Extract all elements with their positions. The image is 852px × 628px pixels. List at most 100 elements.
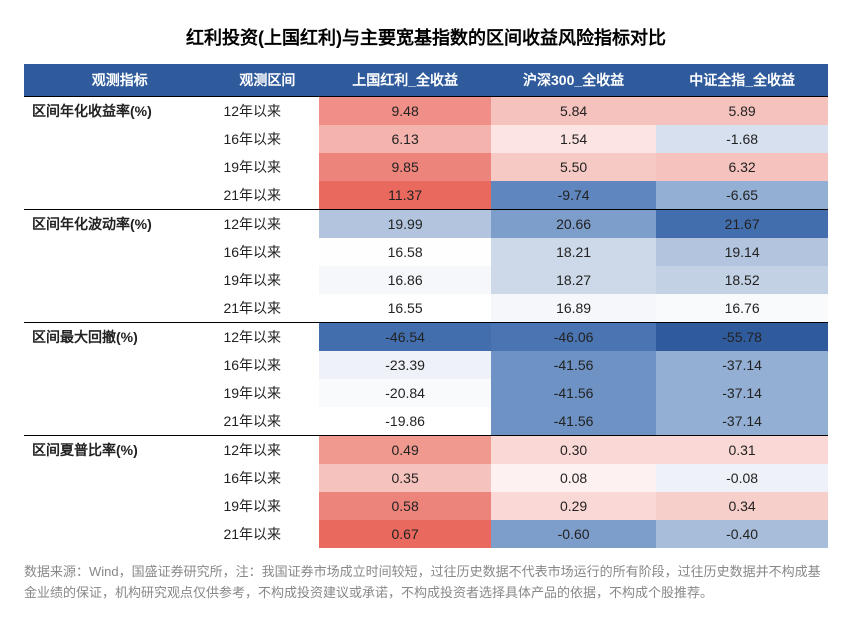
- table-row: 区间年化波动率(%)12年以来19.9920.6621.67: [24, 210, 828, 239]
- value-cell: 19.99: [319, 210, 491, 239]
- metric-label: [24, 294, 215, 323]
- period-label: 12年以来: [215, 210, 319, 239]
- period-label: 16年以来: [215, 125, 319, 153]
- value-cell: 0.49: [319, 436, 491, 465]
- value-cell: 0.08: [491, 464, 656, 492]
- value-cell: 16.89: [491, 294, 656, 323]
- period-label: 21年以来: [215, 294, 319, 323]
- table-row: 16年以来16.5818.2119.14: [24, 238, 828, 266]
- metric-label: [24, 464, 215, 492]
- period-label: 19年以来: [215, 492, 319, 520]
- metric-label: [24, 266, 215, 294]
- metric-label: [24, 153, 215, 181]
- value-cell: -19.86: [319, 407, 491, 436]
- value-cell: 1.54: [491, 125, 656, 153]
- value-cell: 16.86: [319, 266, 491, 294]
- value-cell: -6.65: [656, 181, 828, 210]
- value-cell: -41.56: [491, 379, 656, 407]
- value-cell: 16.58: [319, 238, 491, 266]
- col-index-2: 中证全指_全收益: [656, 64, 828, 97]
- period-label: 16年以来: [215, 464, 319, 492]
- value-cell: 0.29: [491, 492, 656, 520]
- table-row: 16年以来0.350.08-0.08: [24, 464, 828, 492]
- col-period: 观测区间: [215, 64, 319, 97]
- value-cell: 0.30: [491, 436, 656, 465]
- table-row: 19年以来16.8618.2718.52: [24, 266, 828, 294]
- table-row: 21年以来-19.86-41.56-37.14: [24, 407, 828, 436]
- value-cell: 6.32: [656, 153, 828, 181]
- value-cell: -20.84: [319, 379, 491, 407]
- value-cell: -46.06: [491, 323, 656, 352]
- period-label: 19年以来: [215, 266, 319, 294]
- period-label: 21年以来: [215, 407, 319, 436]
- value-cell: 0.31: [656, 436, 828, 465]
- value-cell: 5.50: [491, 153, 656, 181]
- period-label: 19年以来: [215, 379, 319, 407]
- value-cell: -1.68: [656, 125, 828, 153]
- value-cell: 6.13: [319, 125, 491, 153]
- footnote: 数据来源：Wind，国盛证券研究所，注：我国证券市场成立时间较短，过往历史数据不…: [24, 562, 828, 604]
- period-label: 12年以来: [215, 97, 319, 126]
- value-cell: -37.14: [656, 351, 828, 379]
- value-cell: 21.67: [656, 210, 828, 239]
- metric-label: [24, 181, 215, 210]
- period-label: 12年以来: [215, 436, 319, 465]
- value-cell: 16.55: [319, 294, 491, 323]
- period-label: 16年以来: [215, 238, 319, 266]
- period-label: 21年以来: [215, 520, 319, 548]
- value-cell: 5.89: [656, 97, 828, 126]
- table-row: 21年以来0.67-0.60-0.40: [24, 520, 828, 548]
- comparison-table: 观测指标 观测区间 上国红利_全收益 沪深300_全收益 中证全指_全收益 区间…: [24, 64, 828, 548]
- value-cell: 0.34: [656, 492, 828, 520]
- value-cell: -0.60: [491, 520, 656, 548]
- table-row: 21年以来11.37-9.74-6.65: [24, 181, 828, 210]
- value-cell: 9.48: [319, 97, 491, 126]
- table-row: 区间夏普比率(%)12年以来0.490.300.31: [24, 436, 828, 465]
- metric-label: 区间最大回撤(%): [24, 323, 215, 352]
- value-cell: -37.14: [656, 379, 828, 407]
- value-cell: 16.76: [656, 294, 828, 323]
- value-cell: 20.66: [491, 210, 656, 239]
- period-label: 19年以来: [215, 153, 319, 181]
- value-cell: -41.56: [491, 407, 656, 436]
- value-cell: 0.58: [319, 492, 491, 520]
- value-cell: 11.37: [319, 181, 491, 210]
- table-row: 21年以来16.5516.8916.76: [24, 294, 828, 323]
- value-cell: 19.14: [656, 238, 828, 266]
- value-cell: 0.67: [319, 520, 491, 548]
- period-label: 16年以来: [215, 351, 319, 379]
- table-row: 19年以来-20.84-41.56-37.14: [24, 379, 828, 407]
- metric-label: 区间年化波动率(%): [24, 210, 215, 239]
- metric-label: [24, 238, 215, 266]
- value-cell: -23.39: [319, 351, 491, 379]
- value-cell: 18.21: [491, 238, 656, 266]
- period-label: 12年以来: [215, 323, 319, 352]
- table-row: 19年以来9.855.506.32: [24, 153, 828, 181]
- value-cell: 18.27: [491, 266, 656, 294]
- metric-label: [24, 125, 215, 153]
- metric-label: [24, 492, 215, 520]
- value-cell: -46.54: [319, 323, 491, 352]
- metric-label: [24, 379, 215, 407]
- value-cell: 9.85: [319, 153, 491, 181]
- table-row: 区间最大回撤(%)12年以来-46.54-46.06-55.78: [24, 323, 828, 352]
- value-cell: -9.74: [491, 181, 656, 210]
- value-cell: 18.52: [656, 266, 828, 294]
- table-row: 16年以来-23.39-41.56-37.14: [24, 351, 828, 379]
- value-cell: -55.78: [656, 323, 828, 352]
- col-index-1: 沪深300_全收益: [491, 64, 656, 97]
- period-label: 21年以来: [215, 181, 319, 210]
- metric-label: 区间夏普比率(%): [24, 436, 215, 465]
- value-cell: 0.35: [319, 464, 491, 492]
- col-metric: 观测指标: [24, 64, 215, 97]
- metric-label: [24, 520, 215, 548]
- table-row: 区间年化收益率(%)12年以来9.485.845.89: [24, 97, 828, 126]
- table-row: 19年以来0.580.290.34: [24, 492, 828, 520]
- value-cell: 5.84: [491, 97, 656, 126]
- table-header-row: 观测指标 观测区间 上国红利_全收益 沪深300_全收益 中证全指_全收益: [24, 64, 828, 97]
- page-title: 红利投资(上国红利)与主要宽基指数的区间收益风险指标对比: [24, 24, 828, 50]
- metric-label: [24, 407, 215, 436]
- value-cell: -0.08: [656, 464, 828, 492]
- value-cell: -41.56: [491, 351, 656, 379]
- table-row: 16年以来6.131.54-1.68: [24, 125, 828, 153]
